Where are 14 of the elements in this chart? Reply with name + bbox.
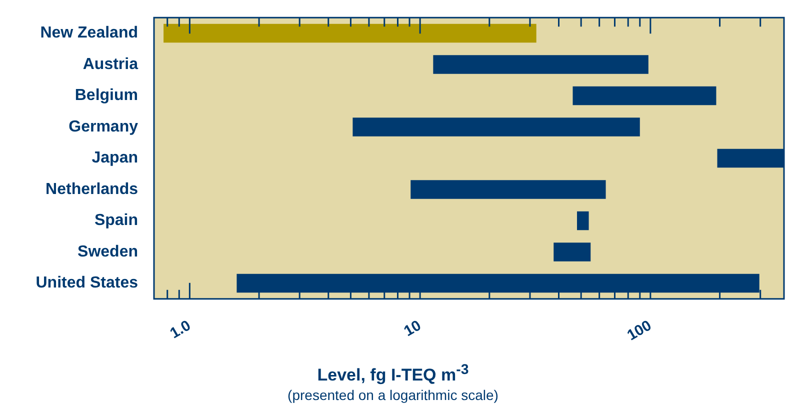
y-tick-label: Spain <box>94 212 138 230</box>
x-tick-label: 100 <box>624 317 655 344</box>
y-tick-label: United States <box>36 274 138 292</box>
x-tick-label: 10 <box>401 317 424 340</box>
x-tick-label: 1.0 <box>167 317 194 342</box>
y-tick-label: Germany <box>68 118 138 136</box>
y-tick-label: Austria <box>82 56 138 73</box>
y-tick-label: Sweden <box>78 243 138 260</box>
y-tick-label: Netherlands <box>46 180 138 198</box>
x-axis-title: Level, fg I-TEQ m$^{-3}$ <box>316 362 470 386</box>
text: (presented on a logarithmic scale) <box>286 387 500 403</box>
y-tick-label: New Zealand <box>40 24 138 42</box>
y-tick-label: Japan <box>92 150 138 167</box>
y-tick-label: Belgium <box>74 87 138 104</box>
